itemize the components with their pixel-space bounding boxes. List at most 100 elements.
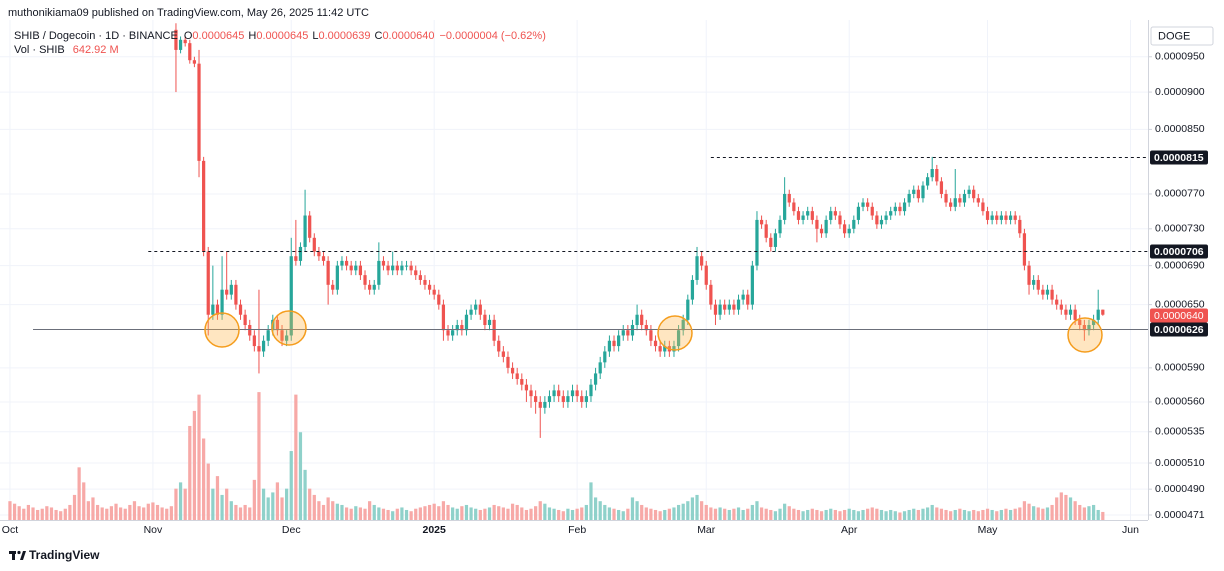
volume-bar [1087,506,1091,520]
volume-bar [520,507,524,520]
volume-bar [326,497,330,520]
volume-bar [12,503,17,520]
candle-body [381,260,386,266]
candle-body [1055,299,1059,305]
candle-body [824,219,828,234]
volume-bar [723,508,727,520]
candle-body [1064,309,1068,315]
volume-bar [100,507,104,520]
currency[interactable]: DOGE [1158,30,1190,42]
volume-bar [972,509,976,520]
volume-bar [119,507,123,520]
candle-body [534,396,538,402]
candle-body [640,314,644,326]
candle-body [312,237,316,252]
volume-bar [842,509,847,520]
candle-body [437,294,441,305]
candle-body [368,284,372,290]
volume-bar [598,501,602,520]
volume-bar [36,509,40,520]
candle-body [875,215,879,225]
volume-bar [22,508,26,520]
candle-body [889,211,893,216]
candle-body [506,356,510,368]
candle-body [451,330,455,336]
volume-bar [280,497,284,520]
candle-body [1041,289,1045,295]
volume-bar [635,501,639,520]
candle-body [907,193,911,203]
candle-body [414,270,418,276]
candle-body [1068,309,1073,315]
legend-key: L [312,30,318,42]
volume-bar [220,494,224,520]
volume-bar [114,503,118,520]
candle-body [275,319,280,331]
candle-body [972,189,976,199]
candle-body [257,346,261,352]
candle-body [229,284,233,295]
volume-bar [225,488,229,520]
volume-bar [732,508,736,520]
volume-bar [1096,509,1100,520]
candle-body [861,202,865,207]
volume-bar [810,508,814,520]
candle-body [395,265,399,271]
volume-bar [607,507,612,520]
candle-body [593,373,598,385]
volume-bar [547,507,552,520]
candle-body [543,401,547,408]
volume-bar [709,507,713,520]
candle-body [331,284,335,290]
candle-body [866,202,870,207]
candle-body [916,189,920,199]
candle-body [547,396,552,402]
highlight-circle [1067,317,1103,353]
volume-bar [261,488,266,520]
candle-body [589,384,593,397]
volume-bar [796,509,801,520]
volume-bar [953,509,957,520]
volume-bar [395,508,399,520]
currency-box[interactable] [1150,26,1214,46]
candle-body [261,340,266,352]
volume-bar [72,494,77,520]
volume-bar [169,506,173,520]
volume-bar [1018,507,1022,520]
volume-bar [59,511,63,520]
volume-bar [617,509,621,520]
byline: muthonikiama09 published on TradingView.… [8,7,369,19]
volume-bar [833,509,837,520]
candle-body [1008,215,1013,220]
volume-bar [192,410,197,520]
volume-bar [211,488,215,520]
candle-body [944,193,948,203]
volume-bar [271,492,275,520]
legend-value: 0.0000645 [192,30,244,42]
volume-bar [704,504,708,520]
candle-body [344,260,349,266]
volume-bar [77,467,81,520]
candle-body [741,294,745,300]
candle-body [1050,289,1054,300]
candle-body [759,219,764,225]
level-layer: 0.0000815 0.0000706 0.0000626 0.0000640 [33,150,1208,337]
volume-bar [649,508,653,520]
candle-body [529,390,533,397]
volume-bar [229,501,233,520]
volume-bar [593,497,598,520]
volume-bar [570,509,575,520]
candle-body [958,198,962,203]
candle-body [653,340,658,347]
volume-bar [962,509,967,520]
volume-bar [819,511,824,520]
volume-bar [1022,501,1027,520]
volume-bar [266,497,270,520]
volume-bar [275,482,280,520]
volume-bar [340,504,344,520]
volume-bar [409,511,413,520]
legend: SHIB / Dogecoin · 1D · BINANCE O0.0000645… [14,30,546,42]
y-tick-label: 0.0000510 [1155,457,1205,469]
y-tick-label: 0.0000490 [1155,483,1205,495]
candle-body [566,396,570,402]
